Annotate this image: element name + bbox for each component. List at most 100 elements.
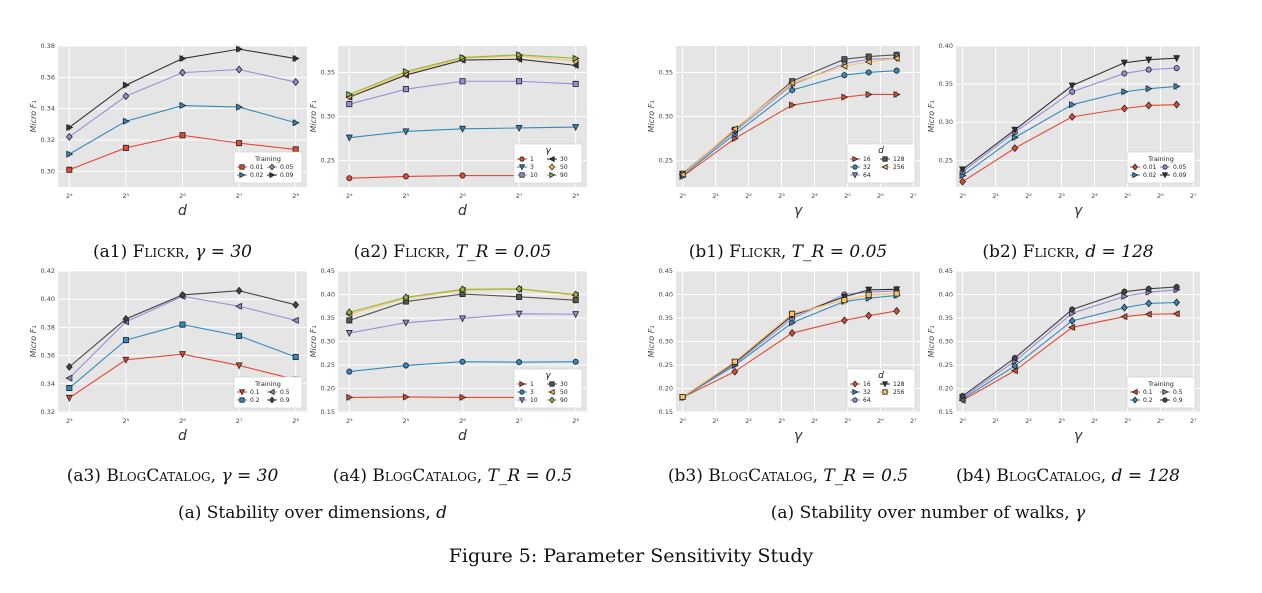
legend-label-3: 3 (530, 164, 534, 171)
x-tick-label: 2⁶ (1157, 192, 1164, 200)
data-point-32 (865, 69, 872, 76)
legend-title: d (878, 371, 884, 381)
data-point-0.02 (1173, 82, 1181, 90)
y-tick-label: 0.40 (939, 291, 953, 299)
caption-a1: (a1) Flickr, γ = 30 (93, 242, 252, 262)
legend-title: Training (1147, 380, 1174, 388)
data-point-10 (572, 80, 579, 87)
legend-label-0.9: 0.9 (1173, 397, 1183, 404)
series-line-128 (682, 288, 897, 398)
legend-marker-0.02 (1132, 171, 1139, 179)
caption-b1-dataset: Flickr (729, 242, 781, 262)
caption-b4-label: (b4) (956, 466, 997, 486)
x-tick-label: 2⁰ (679, 417, 686, 425)
caption-b1: (b1) Flickr, T_R = 0.05 (688, 242, 888, 262)
legend-label-30: 30 (560, 156, 568, 163)
data-point-16 (865, 90, 873, 98)
caption-b3: (b3) BlogCatalog, T_R = 0.5 (667, 466, 909, 486)
data-point-0.9 (1069, 306, 1076, 313)
chart-a2: 2⁴ 2⁵ 2⁶ 2⁷ 2⁸ 0.25 0.30 0.35 d Micro F₁ γ 1 3 10 30 50… (309, 40, 595, 225)
caption-a3: (a3) BlogCatalog, γ = 30 (66, 466, 279, 486)
chart-a4-svg: 2⁴ 2⁵ 2⁶ 2⁷ 2⁸ 0.15 0.20 0.25 0.30 0.35 0.40 0.45 d M… (309, 267, 587, 444)
data-point-3 (345, 134, 353, 142)
x-axis-label: d (458, 203, 467, 219)
y-tick-label: 0.35 (659, 314, 673, 322)
legend-label-0.1: 0.1 (1143, 389, 1153, 396)
data-point-0.01 (292, 146, 299, 153)
data-point-0.2 (236, 332, 243, 339)
data-point-0.02 (122, 117, 130, 125)
legend-label-0.09: 0.09 (1173, 172, 1187, 179)
data-point-0.09 (1145, 56, 1153, 64)
data-point-0.09 (122, 81, 130, 89)
data-point-90 (459, 285, 466, 294)
x-tick-label: 2⁵ (403, 192, 410, 200)
legend-marker-10 (518, 397, 526, 404)
data-point-16 (731, 367, 739, 376)
series-line-0.1 (962, 313, 1177, 401)
data-point-30 (516, 293, 523, 300)
chart-b4: 2⁰ 2¹ 2² 2³ 2⁴ 2⁵ 2⁶ 2⁷ 0.15 0.20 0.25 0.30 0.35 0.40… (927, 265, 1208, 450)
x-tick-label: 2² (745, 417, 752, 425)
data-point-90 (516, 51, 524, 59)
y-tick-label: 0.35 (939, 80, 953, 88)
data-point-0.02 (66, 150, 74, 158)
data-point-128 (841, 56, 848, 63)
x-tick-label: 2¹ (992, 417, 999, 425)
data-point-256 (730, 125, 738, 133)
data-point-3 (346, 368, 353, 375)
data-point-0.2 (1145, 299, 1153, 308)
legend-label-256: 256 (893, 164, 905, 171)
legend-marker-0.05 (1162, 164, 1168, 170)
x-tick-label: 2⁴ (66, 417, 73, 425)
legend-label-10: 10 (530, 397, 538, 404)
chart-b2: 2⁰ 2¹ 2² 2³ 2⁴ 2⁵ 2⁶ 2⁷ 0.25 0.30 0.35 0.40 γ Micro F… (927, 40, 1208, 225)
y-tick-label: 0.25 (659, 157, 673, 165)
data-point-0.09 (66, 123, 74, 131)
data-point-90 (345, 308, 353, 317)
data-point-0.01 (236, 140, 243, 147)
x-tick-label: 2⁶ (877, 192, 884, 200)
caption-a3-param: γ = 30 (221, 466, 279, 486)
legend-marker-1 (519, 156, 525, 162)
data-point-16 (789, 101, 797, 109)
data-point-1 (346, 393, 354, 401)
data-point-0.1 (1172, 310, 1180, 318)
data-point-256 (679, 393, 686, 400)
legend-marker-0.1 (1131, 388, 1138, 396)
data-point-10 (458, 315, 467, 323)
legend-label-90: 90 (560, 172, 568, 179)
data-point-10 (346, 101, 353, 108)
data-point-90 (402, 68, 410, 76)
legend-marker-0.2 (1132, 396, 1138, 404)
legend-marker-0.02 (239, 171, 246, 179)
data-point-0.9 (292, 300, 300, 309)
caption-a4-dataset: BlogCatalog (372, 466, 477, 486)
y-tick-label: 0.32 (41, 136, 55, 144)
data-point-0.9 (1145, 285, 1152, 292)
series-line-16 (682, 310, 897, 398)
legend-label-0.09: 0.09 (280, 172, 294, 179)
y-tick-label: 0.40 (321, 291, 335, 299)
data-point-3 (458, 125, 467, 133)
legend-label-16: 16 (863, 156, 871, 163)
y-tick-label: 0.40 (41, 295, 55, 303)
legend-title: Training (254, 380, 281, 388)
legend-label-0.02: 0.02 (1143, 172, 1157, 179)
y-tick-label: 0.45 (939, 267, 953, 275)
x-tick-label: 2⁷ (236, 192, 243, 200)
y-tick-label: 0.25 (659, 361, 673, 369)
legend-label-50: 50 (560, 164, 568, 171)
y-tick-label: 0.35 (321, 68, 335, 76)
data-point-3 (402, 362, 409, 369)
legend-marker-64 (852, 397, 858, 403)
caption-a2-param: T_R = 0.05 (455, 242, 552, 262)
data-point-0.1 (65, 394, 73, 402)
legend-label-0.2: 0.2 (1143, 397, 1153, 404)
y-tick-label: 0.30 (659, 113, 673, 121)
x-tick-label: 2³ (1058, 192, 1065, 200)
data-point-0.05 (65, 132, 73, 141)
y-tick-label: 0.35 (939, 314, 953, 322)
